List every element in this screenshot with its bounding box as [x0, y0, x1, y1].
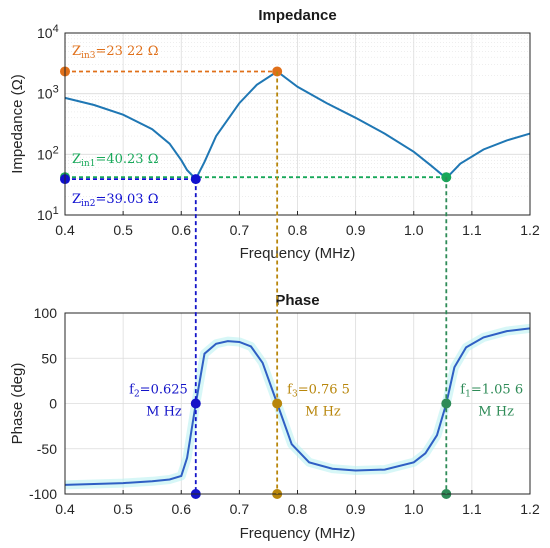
impedance-x-tick-label: 1.1 [462, 222, 482, 238]
phase-x-tick-label: 0.9 [346, 501, 366, 517]
impedance-y-tick-label: 102 [37, 144, 59, 162]
y-tick-exp: 4 [53, 23, 59, 35]
phase-x-tick-label: 1.0 [404, 501, 424, 517]
ann-label: f [129, 383, 135, 398]
impedance-x-label: Frequency (MHz) [240, 245, 356, 262]
impedance-panel: 0.4 0.5 0.6 0.7 0.8 0.9 1.0 1.1 1.2101102103104I… [9, 7, 540, 262]
ann-sub: in2 [81, 199, 95, 209]
phase-x-tick-label: 1.1 [462, 501, 482, 517]
ann-label: Z [72, 44, 81, 59]
impedance-annotation: Zin3=23 22 Ω [72, 44, 158, 61]
phase-x-tick-label: 0.8 [288, 501, 308, 517]
phase-y-tick-label: 50 [41, 350, 57, 366]
impedance-x-tick-label: 0.9 [346, 222, 366, 238]
impedance-y-tick-label: 103 [37, 84, 59, 102]
phase-x-tick-label: 0.5 [113, 501, 133, 517]
impedance-x-tick-label: 0.8 [288, 222, 308, 238]
phase-panel: 0.4 0.5 0.6 0.7 0.8 0.9 1.0 1.1 1.2 100 50 0 -50 -100… [9, 292, 540, 542]
ann-sub: in1 [81, 159, 95, 169]
y-tick-base: 10 [37, 86, 53, 102]
impedance-title: Impedance [258, 7, 336, 24]
phase-annotation: f2=0.625 [129, 383, 188, 400]
y-tick-base: 10 [37, 207, 53, 223]
phase-y-tick-label: -50 [37, 441, 57, 457]
phase-annotation-unit: M Hz [305, 405, 341, 420]
impedance-x-tick-label: 0.5 [113, 222, 133, 238]
ann-label: Z [72, 152, 81, 167]
y-tick-base: 10 [37, 25, 53, 41]
impedance-x-tick-label: 0.7 [230, 222, 250, 238]
phase-annotation-unit: M Hz [478, 405, 514, 420]
ann-value: =0.76 5 [298, 383, 350, 398]
impedance-y-tick-label: 104 [37, 23, 59, 41]
ann-value: =0.625 [140, 383, 188, 398]
impedance-x-tick-label: 1.0 [404, 222, 424, 238]
impedance-annotation: Zin1=40.23 Ω [72, 152, 158, 169]
impedance-y-label: Impedance (Ω) [9, 74, 26, 174]
phase-y-tick-label: 100 [34, 305, 58, 321]
ann-label: f [460, 383, 466, 398]
impedance-x-tick-label: 0.4 [55, 222, 75, 238]
phase-x-tick-label: 1.2 [520, 501, 540, 517]
y-tick-exp: 3 [53, 84, 59, 96]
ann-sub: 1 [465, 390, 471, 400]
ann-value: =39.03 Ω [95, 192, 158, 207]
phase-x-tick-label: 0.7 [230, 501, 250, 517]
phase-annotation: f1=1.05 6 [460, 383, 523, 400]
ann-sub: in3 [81, 51, 96, 61]
phase-y-tick-label: 0 [49, 396, 57, 412]
phase-x-tick-label: 0.6 [172, 501, 192, 517]
impedance-annotation: Zin2=39.03 Ω [72, 192, 158, 209]
phase-y-tick-label: -100 [29, 486, 57, 502]
ann-sub: 3 [292, 390, 298, 400]
ann-label: Z [72, 192, 81, 207]
y-tick-base: 10 [37, 146, 53, 162]
ann-sub: 2 [134, 390, 140, 400]
phase-annotation-unit: M Hz [146, 405, 182, 420]
phase-x-label: Frequency (MHz) [240, 525, 356, 542]
ann-label: f [287, 383, 293, 398]
phase-title: Phase [275, 292, 319, 309]
phase-y-label: Phase (deg) [9, 363, 26, 445]
y-tick-exp: 1 [53, 205, 59, 217]
phase-x-tick-label: 0.4 [55, 501, 75, 517]
phase-annotation: f3=0.76 5 [287, 383, 350, 400]
impedance-y-tick-label: 101 [37, 205, 59, 223]
impedance-x-tick-label: 1.2 [520, 222, 540, 238]
impedance-x-tick-label: 0.6 [172, 222, 192, 238]
y-tick-exp: 2 [53, 144, 59, 156]
ann-value: =40.23 Ω [95, 152, 158, 167]
ann-value: =23 22 Ω [95, 44, 158, 59]
ann-value: =1.05 6 [471, 383, 523, 398]
